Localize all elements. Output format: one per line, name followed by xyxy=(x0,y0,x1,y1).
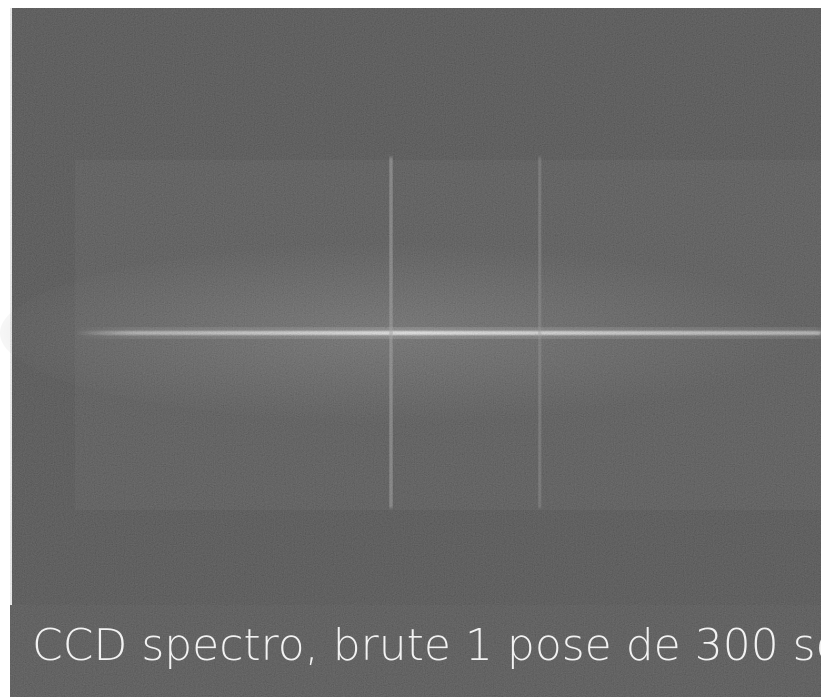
screenshot: CCD spectro, brute 1 pose de 300 sec xyxy=(0,0,821,697)
caption: CCD spectro, brute 1 pose de 300 sec xyxy=(32,620,821,671)
ccd-image xyxy=(0,0,821,697)
sensor-noise xyxy=(10,8,821,697)
